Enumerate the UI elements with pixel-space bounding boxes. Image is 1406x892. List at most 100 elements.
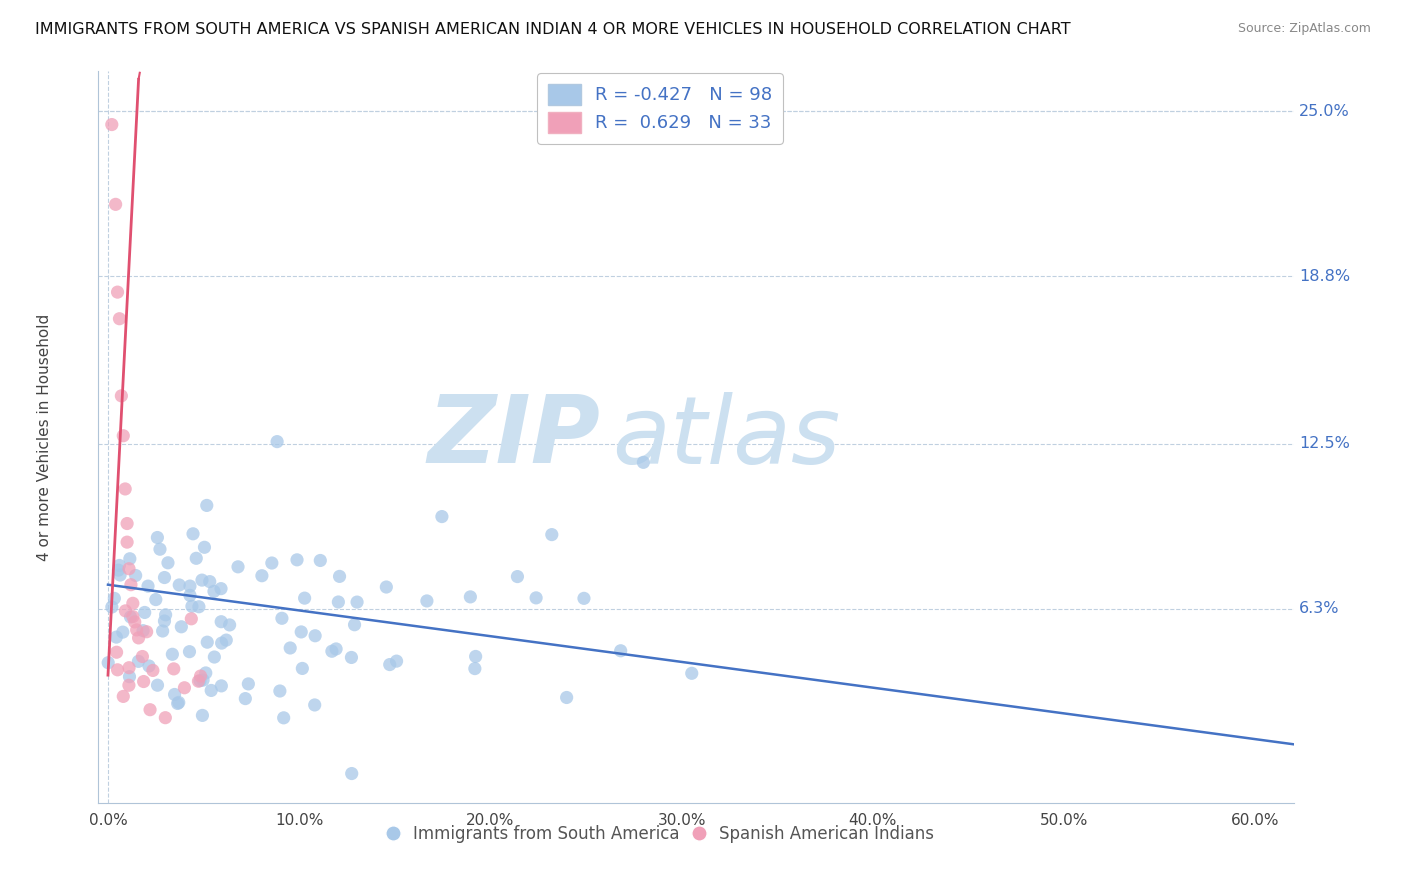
Point [153, 570, 176, 584]
Point [181, 599, 204, 614]
Point [202, 584, 225, 599]
Point [633, 455, 655, 469]
Point [186, 551, 208, 566]
Point [273, 711, 295, 725]
Point [188, 673, 211, 688]
Point [271, 611, 294, 625]
Text: 12.5%: 12.5% [1299, 436, 1350, 451]
Point [191, 708, 214, 723]
Point [187, 599, 209, 614]
Text: 25.0%: 25.0% [1299, 103, 1350, 119]
Point [145, 592, 167, 607]
Point [179, 645, 201, 659]
Point [340, 766, 363, 780]
Point [238, 677, 260, 691]
Point [540, 527, 562, 541]
Point [294, 591, 316, 606]
Point [193, 541, 215, 555]
Point [285, 553, 308, 567]
Text: 4 or more Vehicles in Household: 4 or more Vehicles in Household [37, 313, 52, 561]
Point [167, 695, 190, 709]
Point [278, 640, 301, 655]
Point [108, 311, 131, 326]
Point [120, 577, 142, 591]
Point [142, 664, 165, 678]
Point [118, 678, 141, 692]
Text: atlas: atlas [613, 392, 841, 483]
Point [209, 582, 232, 596]
Point [138, 659, 160, 673]
Point [127, 654, 149, 668]
Point [153, 614, 176, 628]
Point [146, 678, 169, 692]
Point [162, 647, 184, 661]
Point [179, 579, 201, 593]
Point [118, 661, 141, 675]
Text: IMMIGRANTS FROM SOUTH AMERICA VS SPANISH AMERICAN INDIAN 4 OR MORE VEHICLES IN H: IMMIGRANTS FROM SOUTH AMERICA VS SPANISH… [35, 22, 1071, 37]
Point [115, 516, 138, 531]
Text: 18.8%: 18.8% [1299, 268, 1350, 284]
Point [260, 556, 283, 570]
Point [506, 569, 529, 583]
Point [328, 569, 350, 583]
Point [112, 690, 135, 704]
Point [226, 559, 249, 574]
Point [155, 711, 177, 725]
Point [181, 526, 204, 541]
Point [346, 595, 368, 609]
Point [187, 674, 209, 689]
Point [198, 574, 221, 589]
Point [105, 630, 128, 644]
Point [110, 389, 132, 403]
Point [200, 683, 222, 698]
Point [124, 615, 146, 629]
Point [132, 624, 155, 638]
Point [430, 509, 453, 524]
Point [114, 604, 136, 618]
Point [202, 650, 225, 665]
Point [107, 563, 129, 577]
Point [340, 650, 363, 665]
Point [378, 657, 401, 672]
Point [105, 645, 128, 659]
Point [304, 698, 326, 712]
Point [269, 684, 291, 698]
Point [180, 612, 202, 626]
Point [104, 197, 127, 211]
Point [136, 579, 159, 593]
Point [170, 620, 193, 634]
Point [101, 118, 124, 132]
Text: Source: ZipAtlas.com: Source: ZipAtlas.com [1237, 22, 1371, 36]
Point [179, 588, 201, 602]
Point [121, 609, 143, 624]
Point [128, 631, 150, 645]
Point [111, 625, 134, 640]
Point [166, 697, 188, 711]
Point [385, 654, 408, 668]
Point [209, 679, 232, 693]
Legend: Immigrants from South America, Spanish American Indians: Immigrants from South America, Spanish A… [380, 818, 941, 849]
Point [152, 624, 174, 638]
Point [114, 482, 136, 496]
Point [290, 624, 312, 639]
Point [115, 535, 138, 549]
Point [266, 434, 288, 449]
Point [173, 681, 195, 695]
Point [163, 688, 186, 702]
Point [124, 568, 146, 582]
Point [190, 669, 212, 683]
Point [107, 285, 129, 299]
Point [118, 562, 141, 576]
Point [416, 594, 439, 608]
Point [149, 542, 172, 557]
Point [681, 666, 703, 681]
Point [524, 591, 547, 605]
Point [325, 642, 347, 657]
Point [218, 618, 240, 632]
Point [167, 578, 190, 592]
Point [155, 607, 177, 622]
Point [156, 556, 179, 570]
Point [120, 610, 142, 624]
Point [132, 674, 155, 689]
Point [215, 633, 238, 648]
